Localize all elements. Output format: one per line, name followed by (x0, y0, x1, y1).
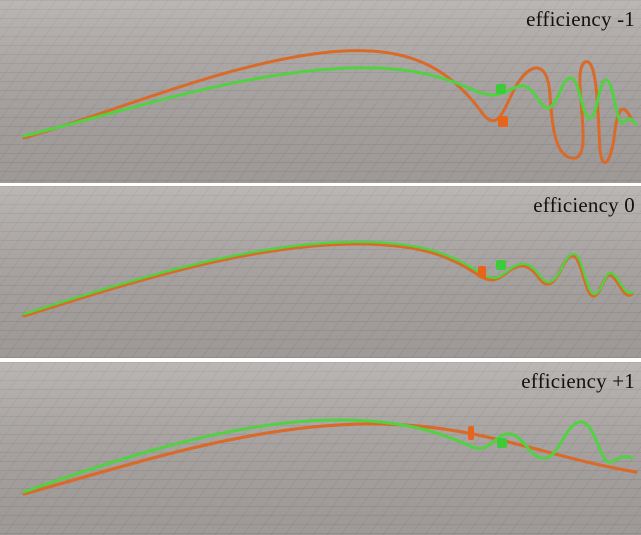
orange-marker (498, 116, 508, 127)
scene-efficiency-plus-1 (0, 362, 641, 535)
green-marker (496, 260, 506, 270)
panel-label: efficiency +1 (521, 369, 635, 393)
green-trajectory (22, 66, 638, 138)
green-marker (497, 438, 507, 448)
orange-marker (468, 426, 474, 440)
orange-marker (478, 266, 486, 278)
panel-efficiency-plus-1: efficiency +1 (0, 362, 641, 535)
panel-label: efficiency -1 (526, 7, 635, 31)
panel-efficiency-minus-1: efficiency -1 (0, 0, 641, 183)
orange-trajectory (22, 49, 634, 165)
scene-efficiency-0 (0, 186, 641, 358)
green-trajectory (22, 240, 635, 316)
scene-efficiency-minus-1 (0, 0, 641, 183)
green-marker (496, 84, 506, 94)
panel-label: efficiency 0 (533, 193, 635, 217)
panel-efficiency-0: efficiency 0 (0, 186, 641, 358)
green-trajectory (22, 418, 634, 494)
